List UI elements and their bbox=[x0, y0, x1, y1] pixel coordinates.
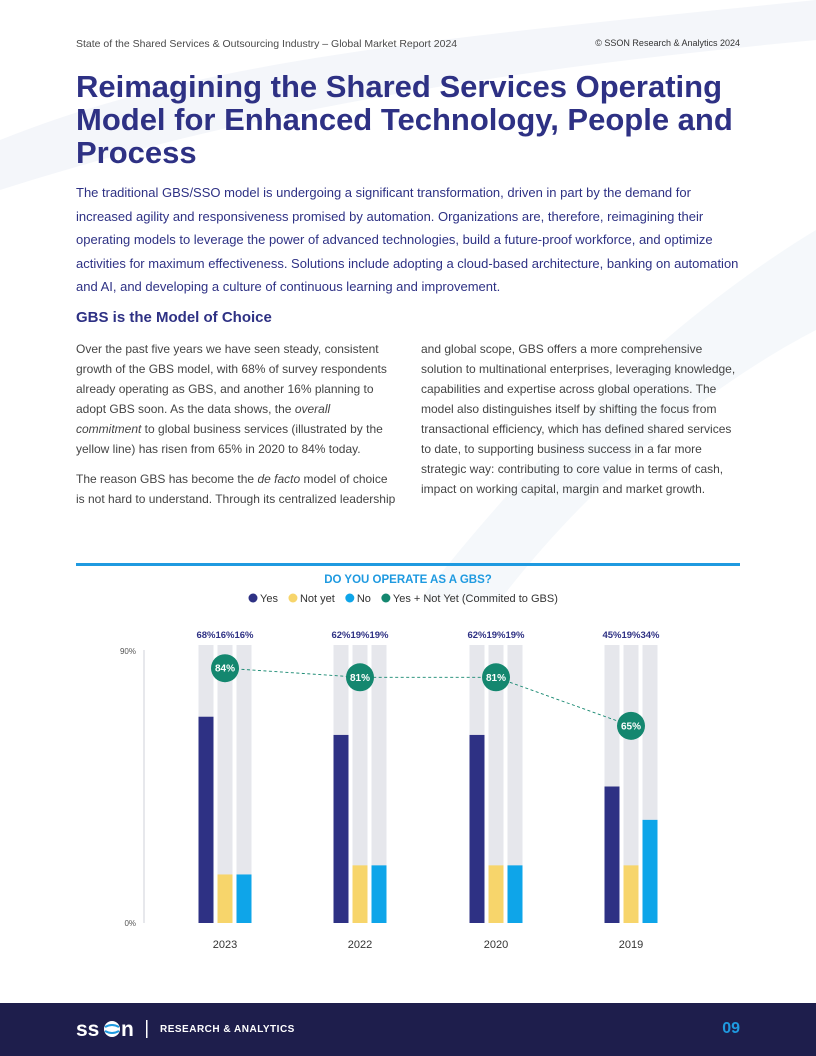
bar-2022-not-yet bbox=[352, 865, 368, 923]
legend-swatch-2 bbox=[345, 593, 355, 603]
data-label-2019-0: 45% bbox=[602, 630, 622, 641]
legend-label-0: Yes bbox=[260, 593, 278, 605]
y-tick-bottom: 0% bbox=[124, 919, 136, 928]
data-label-2023-2: 16% bbox=[234, 630, 254, 641]
data-label-2022-2: 19% bbox=[369, 630, 389, 641]
legend-label-2: No bbox=[357, 593, 371, 605]
svg-text:n: n bbox=[121, 1018, 134, 1041]
chart-legend: Yes Not yet No Yes + Not Yet (Commited to G… bbox=[248, 593, 558, 605]
intro-paragraph: The traditional GBS/SSO model is undergo… bbox=[76, 185, 739, 294]
bar-2022-no bbox=[371, 865, 387, 923]
commitment-label-2020: 81% bbox=[486, 673, 506, 684]
bar-2019-yes bbox=[604, 786, 620, 923]
data-label-2023-0: 68% bbox=[196, 630, 216, 641]
category-label-2019: 2019 bbox=[619, 939, 643, 951]
p2-emphasis: de facto bbox=[257, 472, 301, 486]
data-label-2019-2: 34% bbox=[640, 630, 660, 641]
p1-emphasis: overall commitment bbox=[76, 402, 331, 436]
legend-swatch-0 bbox=[248, 593, 258, 603]
bar-track-2023-1 bbox=[217, 645, 233, 923]
bar-2023-no bbox=[236, 874, 252, 923]
body-paragraph-2-continued: and global scope, GBS offers a more comp… bbox=[421, 342, 736, 496]
svg-text:ss: ss bbox=[76, 1018, 99, 1041]
body-paragraph-2: The reason GBS has become the de facto m… bbox=[76, 469, 398, 509]
p2-text-a: The reason GBS has become the bbox=[76, 472, 258, 486]
gbs-chart: DO YOU OPERATE AS A GBS? Yes Not yet No Yes… bbox=[120, 574, 660, 951]
chart-axis: 90% 0% bbox=[120, 647, 145, 928]
bar-2019-no bbox=[642, 819, 658, 923]
commitment-label-2019: 65% bbox=[621, 721, 641, 732]
footer-bar: ss n RESEARCH & ANALYTICS 09 bbox=[0, 1003, 816, 1056]
bar-2019-not-yet bbox=[623, 865, 639, 923]
bar-track-2022-1 bbox=[352, 645, 368, 923]
bar-track-2022-2 bbox=[371, 645, 387, 923]
page-title: Reimagining the Shared Services Operatin… bbox=[76, 69, 733, 170]
commitment-point-2023 bbox=[211, 654, 239, 683]
data-label-2019-1: 19% bbox=[621, 630, 641, 641]
data-label-2022-0: 62% bbox=[331, 630, 351, 641]
body-column-right: and global scope, GBS offers a more comp… bbox=[421, 339, 741, 509]
category-label-2020: 2020 bbox=[484, 939, 508, 951]
data-label-2023-1: 16% bbox=[215, 630, 235, 641]
category-label-2022: 2022 bbox=[348, 939, 372, 951]
y-tick-top: 90% bbox=[120, 647, 136, 656]
bar-2020-yes bbox=[469, 734, 485, 923]
page-number: 09 bbox=[722, 1020, 740, 1037]
p2-text-b: model of choice is not hard to understan… bbox=[76, 472, 396, 506]
bar-2020-not-yet bbox=[488, 865, 504, 923]
commitment-point-2019 bbox=[617, 711, 645, 740]
category-label-2023: 2023 bbox=[213, 939, 237, 951]
chart-top-rule bbox=[76, 563, 740, 566]
copyright-notice: © SSON Research & Analytics 2024 bbox=[595, 38, 740, 48]
p1-text-a: Over the past five years we have seen st… bbox=[76, 342, 387, 416]
data-label-2020-2: 19% bbox=[505, 630, 525, 641]
body-paragraph-1: Over the past five years we have seen st… bbox=[76, 339, 398, 459]
bar-2023-yes bbox=[198, 716, 214, 923]
bar-track-2023-2 bbox=[236, 645, 252, 923]
ssn-logo-icon: ss n bbox=[76, 1018, 148, 1041]
legend-swatch-3 bbox=[381, 593, 391, 603]
commitment-point-2020 bbox=[482, 663, 510, 692]
legend-swatch-1 bbox=[288, 593, 298, 603]
bar-2020-no bbox=[507, 865, 523, 923]
data-label-2020-1: 19% bbox=[486, 630, 506, 641]
data-label-2020-0: 62% bbox=[467, 630, 487, 641]
commitment-point-2022 bbox=[346, 663, 374, 692]
p1-text-b: to global business services (illustrated… bbox=[76, 422, 383, 456]
legend-label-1: Not yet bbox=[300, 593, 335, 605]
report-title-header: State of the Shared Services & Outsourci… bbox=[76, 38, 458, 50]
footer-brand-label: RESEARCH & ANALYTICS bbox=[160, 1024, 295, 1035]
section-heading: GBS is the Model of Choice bbox=[76, 309, 272, 326]
commitment-line-path bbox=[224, 667, 632, 727]
commitment-line: 84% 81% 81% 65% bbox=[211, 654, 645, 740]
data-label-2022-1: 19% bbox=[350, 630, 370, 641]
body-column-left: Over the past five years we have seen st… bbox=[76, 339, 398, 519]
chart-title: DO YOU OPERATE AS A GBS? bbox=[324, 574, 492, 586]
bar-track-2020-1 bbox=[488, 645, 504, 923]
commitment-label-2022: 81% bbox=[350, 673, 370, 684]
bar-track-2020-2 bbox=[507, 645, 523, 923]
bar-2023-not-yet bbox=[217, 874, 233, 923]
legend-label-3: Yes + Not Yet (Commited to GBS) bbox=[393, 593, 558, 605]
commitment-label-2023: 84% bbox=[215, 664, 235, 675]
bar-2022-yes bbox=[333, 734, 349, 923]
